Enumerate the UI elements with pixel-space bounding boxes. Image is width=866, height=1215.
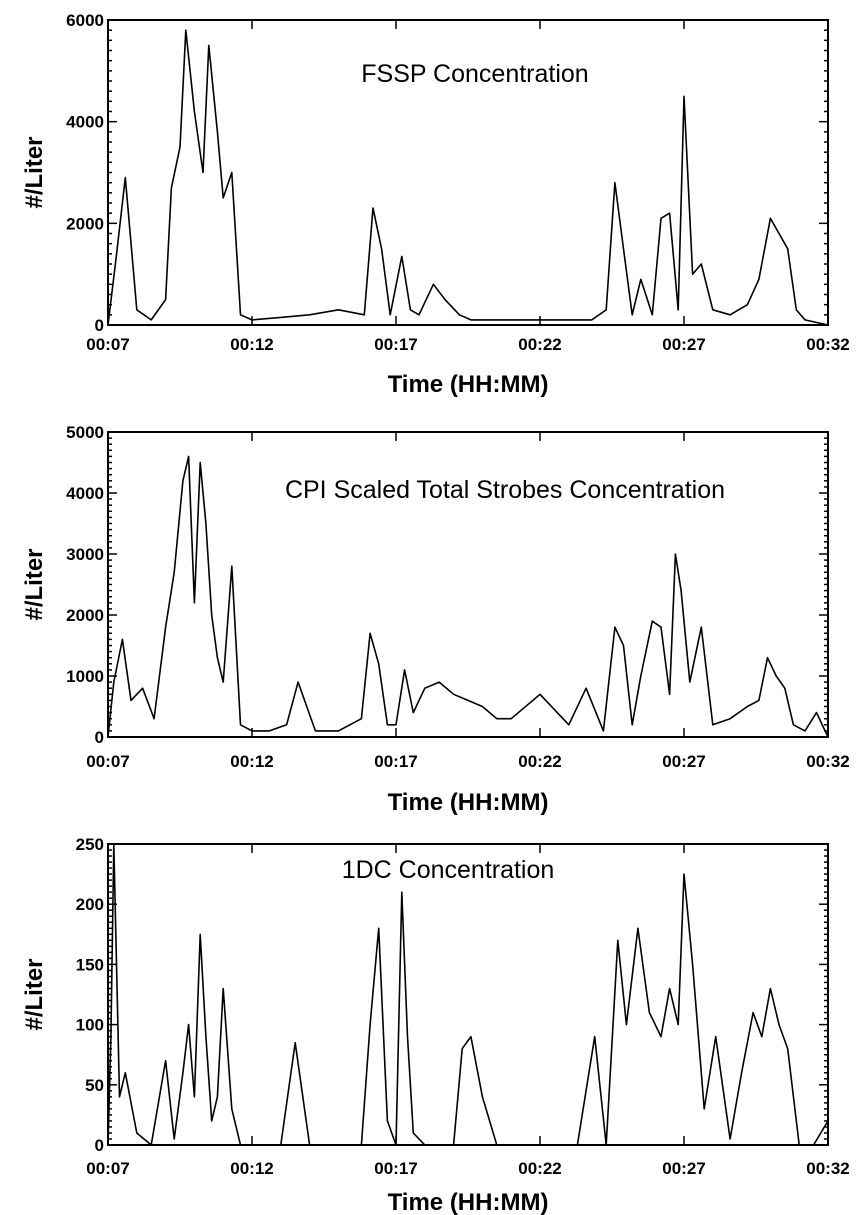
- x-tick-label: 00:17: [374, 1159, 417, 1178]
- x-tick-label: 00:27: [662, 752, 705, 771]
- y-tick-label: 5000: [66, 423, 104, 442]
- x-tick-label: 00:07: [86, 335, 129, 354]
- x-tick-label: 00:12: [230, 1159, 273, 1178]
- x-tick-label: 00:32: [806, 752, 849, 771]
- x-tick-label: 00:07: [86, 752, 129, 771]
- y-tick-label: 150: [76, 955, 104, 974]
- concentration-trace: [107, 843, 829, 1146]
- x-tick-label: 00:12: [230, 752, 273, 771]
- x-tick-label: 00:22: [518, 1159, 561, 1178]
- chart-title: 1DC Concentration: [342, 856, 555, 884]
- y-tick-label: 4000: [66, 484, 104, 503]
- chart-title: CPI Scaled Total Strobes Concentration: [285, 476, 725, 504]
- y-axis-title: #/Liter: [21, 548, 48, 620]
- concentration-trace: [107, 29, 829, 326]
- y-tick-label: 3000: [66, 545, 104, 564]
- x-tick-label: 00:17: [374, 752, 417, 771]
- y-tick-label: 2000: [66, 606, 104, 625]
- x-tick-label: 00:07: [86, 1159, 129, 1178]
- y-tick-label: 2000: [66, 214, 104, 233]
- chart-panel-2: 0 1000 2000 3000 4000 5000 00:07 00:12 00:17 00:2…: [21, 423, 850, 816]
- concentration-trace: [107, 455, 829, 738]
- y-tick-label: 1000: [66, 667, 104, 686]
- x-axis-title: Time (HH:MM): [388, 1189, 549, 1215]
- y-tick-label: 200: [76, 895, 104, 914]
- y-tick-label: 50: [85, 1076, 104, 1095]
- chart-panel-1: 0 2000 4000 6000 00:07 00:12 00:17 00:22 00:27 00…: [21, 11, 850, 398]
- x-tick-label: 00:32: [806, 1159, 849, 1178]
- x-tick-label: 00:32: [806, 335, 849, 354]
- x-tick-label: 00:27: [662, 1159, 705, 1178]
- x-tick-label: 00:27: [662, 335, 705, 354]
- x-tick-label: 00:22: [518, 752, 561, 771]
- y-tick-label: 4000: [66, 113, 104, 132]
- y-tick-label: 100: [76, 1016, 104, 1035]
- x-tick-label: 00:22: [518, 335, 561, 354]
- chart-title: FSSP Concentration: [361, 60, 588, 88]
- y-tick-label: 0: [95, 728, 104, 747]
- y-tick-label: 0: [95, 316, 104, 335]
- y-axis-title: #/Liter: [21, 958, 48, 1030]
- x-axis-title: Time (HH:MM): [388, 371, 549, 398]
- x-tick-label: 00:12: [230, 335, 273, 354]
- x-tick-label: 00:17: [374, 335, 417, 354]
- y-tick-label: 6000: [66, 11, 104, 30]
- x-axis-title: Time (HH:MM): [388, 789, 549, 816]
- y-tick-label: 250: [76, 835, 104, 854]
- y-tick-label: 0: [95, 1136, 104, 1155]
- chart-panel-3: 0 50 100 150 200 250 00:07 00:12 00:17 00:22 00:27…: [21, 835, 850, 1215]
- y-axis-title: #/Liter: [21, 136, 48, 208]
